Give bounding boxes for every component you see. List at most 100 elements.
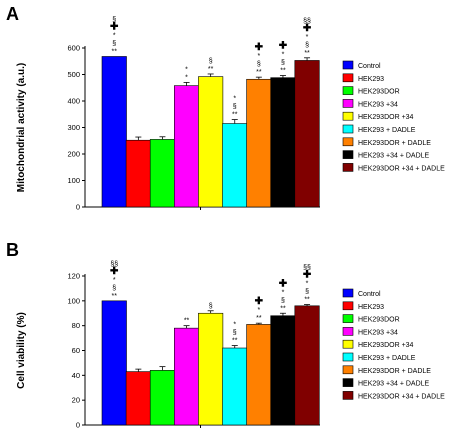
bar [246,78,272,208]
significance-mark: ** [112,48,118,55]
significance-mark: ** [280,305,286,312]
significance-mark: ✚ [303,23,312,34]
legend-label: HEK293DOR [358,89,400,96]
legend-swatch [342,60,354,70]
significance-mark: ** [280,68,286,75]
significance-mark: §§ [110,261,118,268]
significance-mark: § [281,60,285,67]
legend-label: HEK293 + DADLE [358,355,416,362]
bar [270,315,296,426]
y-tick-label: 400 [67,97,80,106]
legend-swatch [342,99,354,108]
significance-mark: ** [112,293,118,300]
legend-swatch [342,73,354,83]
significance-mark: ** [232,338,238,345]
y-tick-label: 40 [72,371,80,380]
y-tick-label: 200 [67,150,80,159]
significance-mark: ** [232,112,238,119]
legend-label: Control [358,291,381,298]
legend-label: Control [358,63,381,70]
y-axis-label: Mitochondrial activity (a.u.) [16,63,27,192]
panel-label: B [6,240,19,260]
legend-label: HEK293 +34 + DADLE [358,153,430,160]
significance-mark: * [185,74,188,81]
significance-mark: ✚ [303,270,312,281]
y-tick-label: 300 [67,123,80,132]
bar [198,312,224,426]
legend-label: HEK293DOR +34 + DADLE [358,165,445,172]
significance-mark: § [305,42,309,49]
bar [149,139,175,208]
bar [222,123,248,208]
legend-swatch [342,339,354,349]
bar [174,327,200,426]
legend-swatch [342,352,354,362]
legend-label: HEK293 [358,304,384,311]
legend-label: HEK293 + DADLE [358,127,416,134]
legend-swatch [342,86,354,95]
legend-swatch [342,137,354,147]
y-tick-label: 80 [72,321,80,330]
legend-label: HEK293DOR +34 + DADLE [358,393,445,400]
legend-label: HEK293DOR +34 [358,114,414,121]
significance-mark: ✚ [110,266,119,277]
significance-mark: § [233,330,237,337]
legend-label: HEK293DOR + DADLE [358,140,431,147]
significance-mark: ✚ [279,278,288,289]
significance-mark: ✚ [255,296,264,307]
significance-mark: ** [304,297,310,304]
y-tick-label: 500 [67,70,80,79]
bar [222,347,248,426]
y-tick-label: 600 [67,44,80,53]
y-tick-label: 100 [67,176,80,185]
y-tick-label: 60 [72,346,80,355]
legend-swatch [342,288,354,298]
significance-mark: § [305,289,309,296]
significance-mark: * [185,66,188,73]
legend-label: HEK293DOR +34 [358,342,414,349]
significance-mark: ✚ [255,42,264,53]
significance-mark: § [281,297,285,304]
significance-mark: §§ [303,265,311,272]
y-tick-label: 20 [72,396,80,405]
bar [270,77,296,208]
legend-label: HEK293DOR + DADLE [358,368,431,375]
y-axis-label: Cell viability (%) [16,312,27,389]
legend-swatch [342,314,354,323]
legend-swatch [342,150,354,159]
y-tick-label: 120 [67,272,80,281]
significance-mark: § [209,303,213,310]
significance-mark: § [209,58,213,65]
legend-label: HEK293DOR [358,317,400,324]
y-tick-label: 0 [76,203,80,212]
y-tick-label: 100 [67,296,80,305]
legend-swatch [342,111,354,121]
bar [149,370,175,426]
legend-swatch [342,327,354,336]
significance-mark: * [233,96,236,103]
significance-mark: § [112,16,116,23]
significance-mark: * [257,53,260,60]
legend-swatch [342,124,354,134]
panel-label: A [6,4,19,24]
significance-mark: * [113,277,116,284]
legend-swatch [342,365,354,375]
significance-mark: * [306,34,309,41]
legend-label: HEK293 +34 [358,101,398,108]
bar [125,139,151,208]
legend-swatch [342,378,354,387]
bar [125,371,151,426]
significance-mark: § [233,104,237,111]
significance-mark: § [112,285,116,292]
legend-label: HEK293 +34 + DADLE [358,381,430,388]
significance-mark: * [257,307,260,314]
bar [294,60,320,208]
bar [101,56,127,208]
significance-mark: * [233,322,236,329]
significance-mark: ✚ [110,21,119,32]
bar [294,305,320,426]
bar [101,300,127,426]
legend-label: HEK293 +34 [358,329,398,336]
significance-mark: ** [208,66,214,73]
